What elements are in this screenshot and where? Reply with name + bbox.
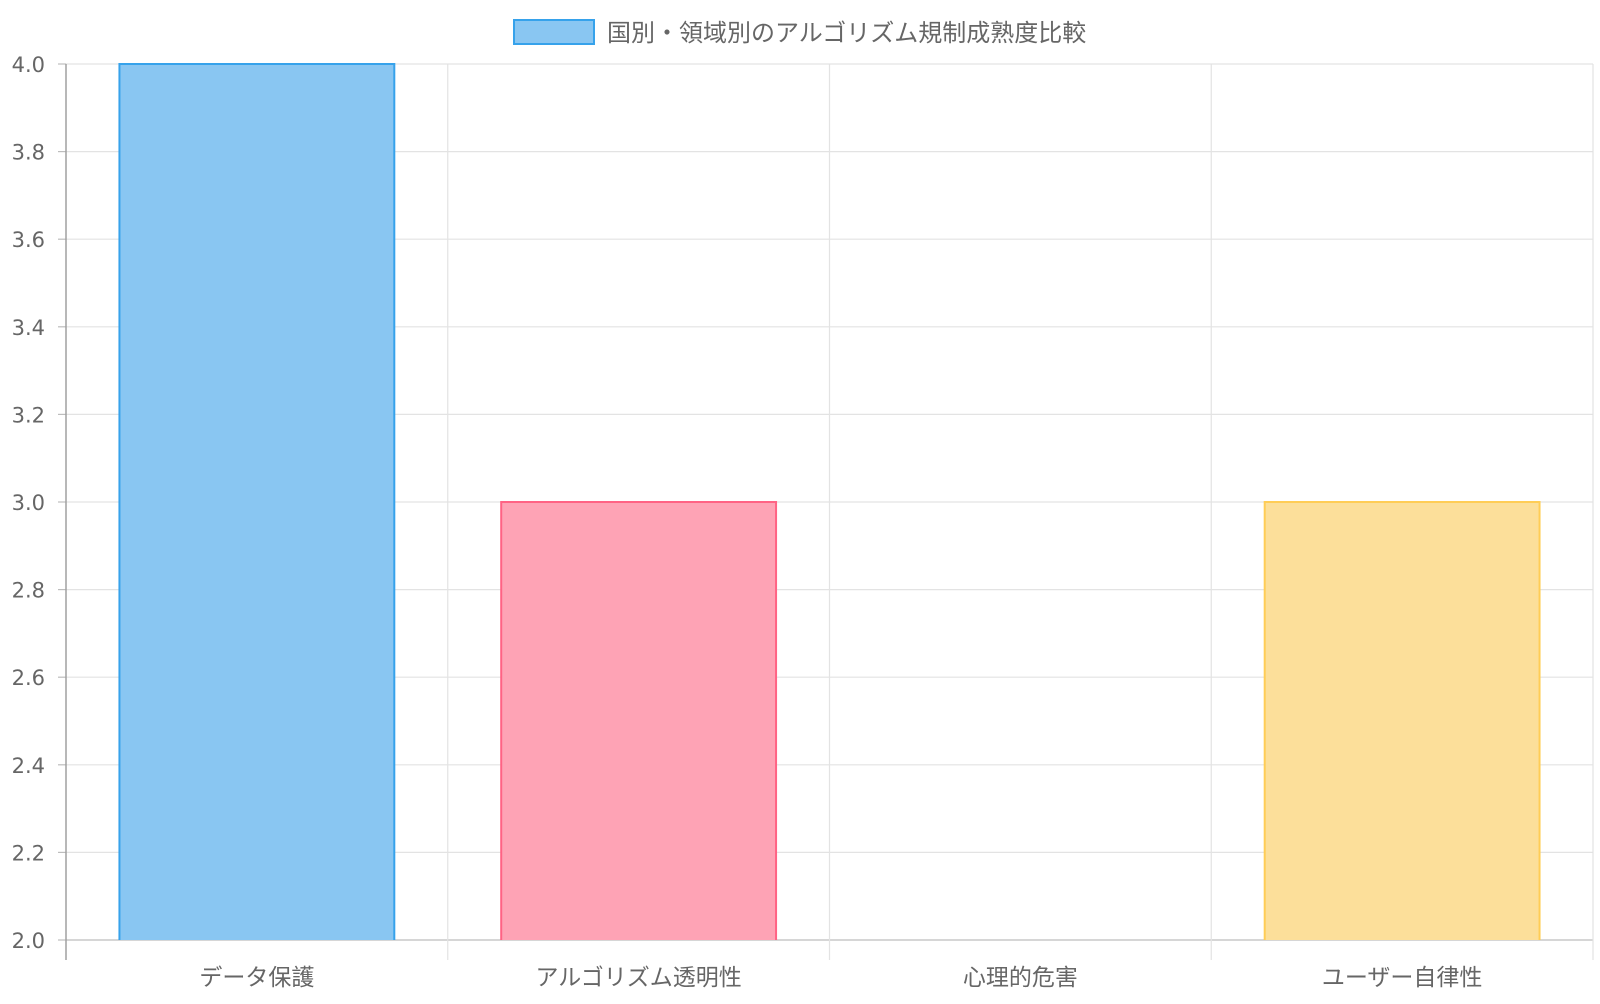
y-tick-label: 2.8 [12, 579, 45, 603]
y-tick-label: 4.0 [12, 53, 45, 77]
y-tick-label: 3.8 [12, 141, 45, 165]
bars-layer [118, 63, 1541, 940]
bar-2-border [500, 501, 778, 940]
y-tick-label: 3.2 [12, 403, 45, 427]
bar-2[interactable] [501, 502, 777, 940]
bar-4[interactable] [1264, 502, 1540, 940]
y-tick-label: 3.4 [12, 316, 45, 340]
y-tick-label: 2.0 [12, 929, 45, 953]
axes-layer: 2.0 2.2 2.4 2.6 2.8 3.0 3.2 3.4 3.6 3.8 4.0 データ保護 アル… [12, 53, 1483, 991]
y-tick-label: 2.2 [12, 841, 45, 865]
y-tick-label: 2.4 [12, 754, 45, 778]
x-tick-label: アルゴリズム透明性 [535, 965, 741, 991]
legend-label[interactable]: 国別・領域別のアルゴリズム規制成熟度比較 [607, 19, 1086, 47]
legend-swatch[interactable] [513, 19, 595, 45]
x-tick-label: データ保護 [199, 965, 314, 991]
x-tick-label: 心理的危害 [963, 965, 1078, 991]
y-tick-label: 3.0 [12, 491, 45, 515]
x-tick-label: ユーザー自律性 [1322, 965, 1483, 991]
legend[interactable]: 国別・領域別のアルゴリズム規制成熟度比較 [513, 19, 1086, 47]
bar-4-border [1263, 501, 1541, 940]
bar-1[interactable] [119, 64, 395, 940]
y-tick-label: 3.6 [12, 228, 45, 252]
bar-1-border [118, 63, 396, 940]
y-tick-label: 2.6 [12, 666, 45, 690]
